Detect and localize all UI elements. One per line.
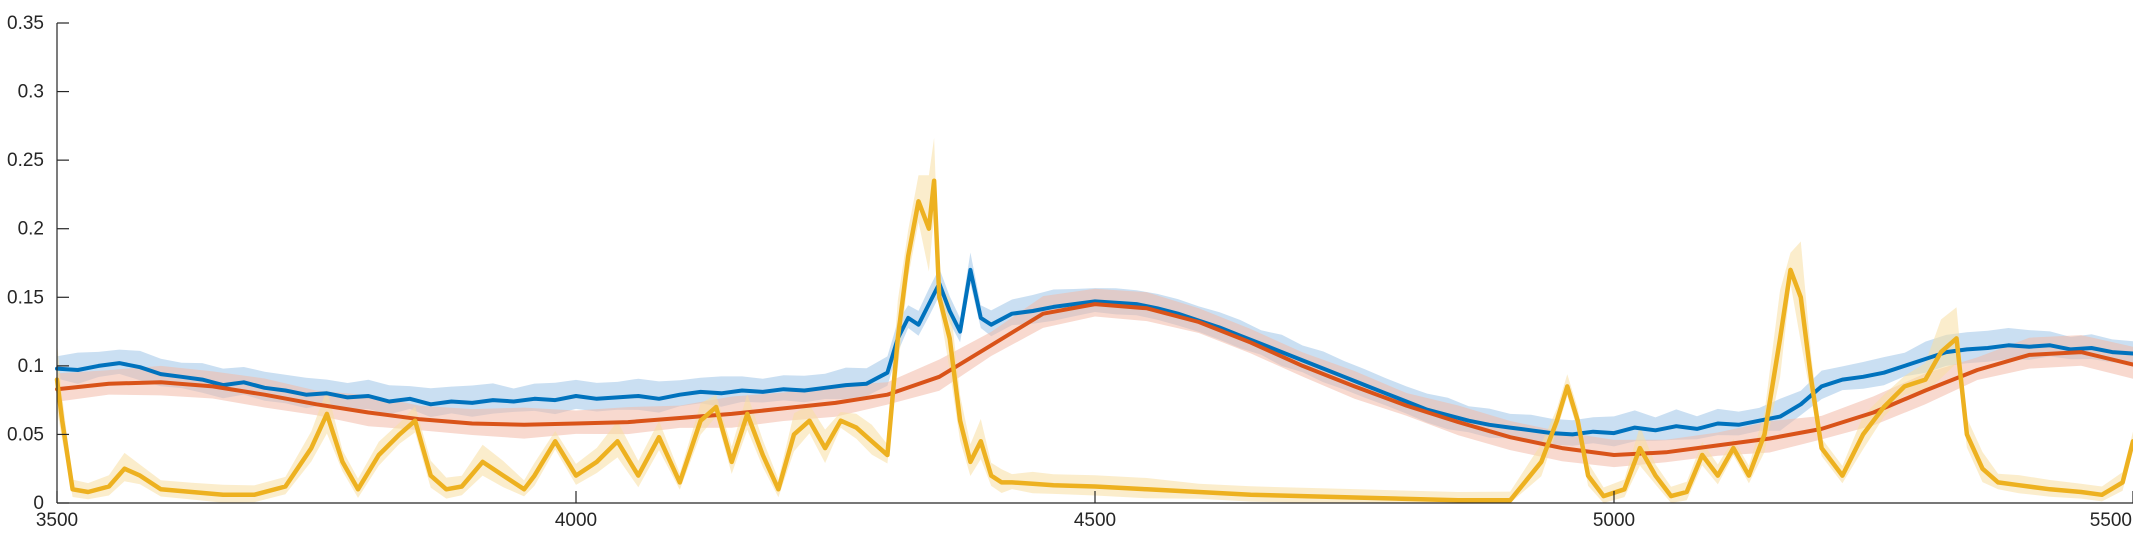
- y-tick-label: 0.2: [18, 219, 44, 240]
- x-tick-label: 3500: [36, 510, 78, 531]
- y-tick-label: 0.05: [7, 424, 44, 445]
- y-tick-label: 0.1: [18, 356, 44, 377]
- series-3-line: [54, 178, 2133, 503]
- x-axis-ticks: 3500 4000 4500 5000 5500: [36, 491, 2133, 531]
- series-2-line: [55, 302, 2133, 457]
- x-tick-label: 4000: [555, 510, 597, 531]
- x-tick-label: 5500: [2090, 510, 2132, 531]
- x-tick-label: 4500: [1074, 510, 1116, 531]
- series-lines: [54, 178, 2133, 503]
- x-tick-label: 5000: [1593, 510, 1635, 531]
- y-axis-ticks: 0 0.05 0.1 0.15 0.2 0.25 0.3 0.35: [7, 13, 69, 514]
- y-tick-label: 0.25: [7, 150, 44, 171]
- y-tick-label: 0.15: [7, 287, 44, 308]
- y-tick-label: 0.35: [7, 13, 44, 34]
- y-tick-label: 0: [33, 493, 44, 514]
- series-1-line: [55, 267, 2133, 437]
- y-tick-label: 0.3: [18, 82, 44, 103]
